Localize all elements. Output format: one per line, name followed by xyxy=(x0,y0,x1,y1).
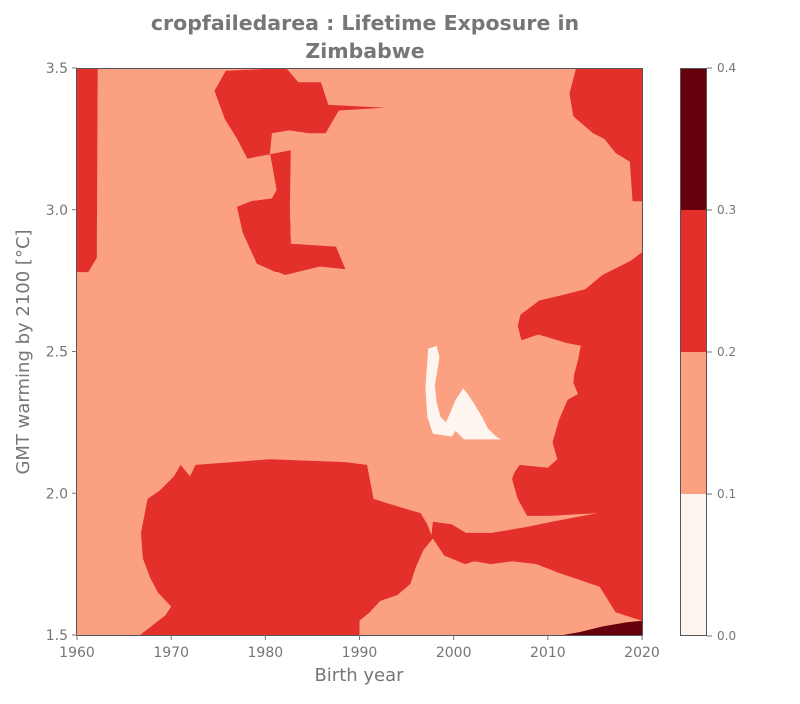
x-tick-label: 1970 xyxy=(153,645,189,661)
contour-region-10 xyxy=(359,538,503,635)
colorbar-tick-label: 0.1 xyxy=(717,487,736,501)
chart-title-line-2: Zimbabwe xyxy=(305,39,425,63)
contour-region-2 xyxy=(214,68,385,159)
y-tick-label: 2.0 xyxy=(46,486,68,502)
contour-region-6 xyxy=(431,252,642,636)
contour-region-7 xyxy=(140,459,433,635)
colorbar-tick-label: 0.0 xyxy=(717,629,736,643)
colorbar-segment xyxy=(680,210,707,352)
x-tick-label: 2000 xyxy=(436,645,472,661)
colorbar: 0.0 0.1 0.2 0.3 0.4 xyxy=(680,61,736,643)
y-tick-label: 1.5 xyxy=(46,628,68,644)
contour-region-5 xyxy=(569,68,642,202)
contour-region-9 xyxy=(425,345,501,440)
y-tick-label: 3.5 xyxy=(46,61,68,77)
y-tick-label: 2.5 xyxy=(46,345,68,361)
contour-plot xyxy=(77,68,642,636)
chart-title-line-1: cropfailedarea : Lifetime Exposure in xyxy=(150,11,580,35)
x-tick-label: 1960 xyxy=(59,645,95,661)
x-tick-label: 2020 xyxy=(624,645,660,661)
contour-region-1 xyxy=(77,68,98,273)
colorbar-frame xyxy=(680,68,707,636)
y-axis-label: GMT warming by 2100 [°C] xyxy=(13,229,34,474)
colorbar-segment xyxy=(680,352,707,494)
x-tick-label: 1990 xyxy=(342,645,378,661)
colorbar-segment xyxy=(680,68,707,210)
colorbar-tick-label: 0.2 xyxy=(717,345,736,359)
colorbar-segment xyxy=(680,494,707,636)
colorbar-tick-label: 0.4 xyxy=(717,61,736,75)
y-axis: 1.5 2.0 2.5 3.0 3.5 xyxy=(46,61,77,644)
colorbar-tick-label: 0.3 xyxy=(717,203,736,217)
contour-region-4 xyxy=(237,198,346,275)
x-tick-label: 2010 xyxy=(530,645,566,661)
contour-region-8 xyxy=(562,620,642,635)
y-tick-label: 3.0 xyxy=(46,203,68,219)
x-axis-label: Birth year xyxy=(314,665,404,686)
x-tick-label: 1980 xyxy=(248,645,284,661)
x-axis: 1960 1970 1980 1990 2000 2010 2020 xyxy=(59,635,660,661)
